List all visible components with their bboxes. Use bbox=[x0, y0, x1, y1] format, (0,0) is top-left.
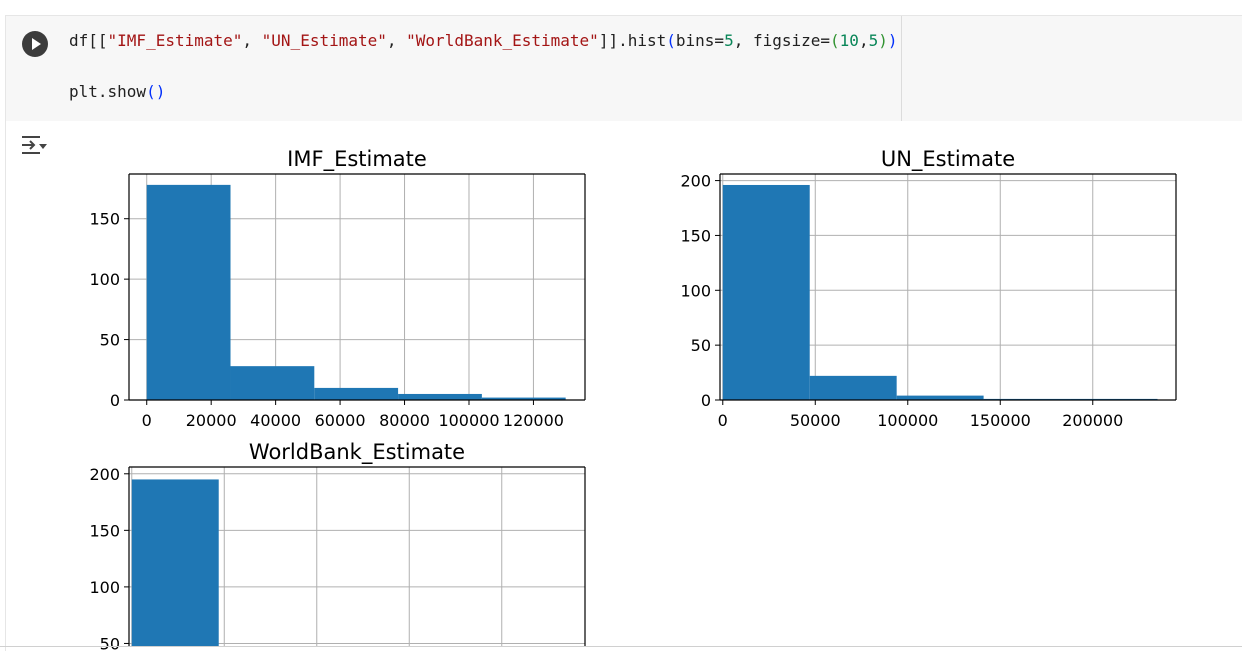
code-number: 10 bbox=[839, 31, 859, 50]
editor-ruler bbox=[901, 16, 902, 121]
histogram-bar bbox=[481, 397, 566, 400]
subplot-IMF_Estimate: IMF_Estimate 0 50 100 150 0 20000 40000 60000 800… bbox=[89, 147, 586, 430]
code-line-1: df[["IMF_Estimate", "UN_Estimate", "Worl… bbox=[69, 31, 898, 50]
code-string: "IMF_Estimate" bbox=[107, 31, 243, 50]
code-token: plt.show bbox=[69, 82, 147, 101]
code-paren: ( bbox=[830, 31, 840, 50]
histogram-bar bbox=[146, 184, 231, 400]
y-tick-label: 50 bbox=[691, 336, 711, 355]
code-string: "UN_Estimate" bbox=[261, 31, 387, 50]
code-number: 5 bbox=[724, 31, 734, 50]
y-tick-label: 150 bbox=[89, 210, 120, 229]
code-token: , figsize= bbox=[733, 31, 831, 50]
y-tick-label: 200 bbox=[680, 172, 711, 191]
histogram-bar bbox=[722, 184, 810, 400]
histogram-bar bbox=[809, 375, 897, 400]
code-line-2: plt.show() bbox=[69, 82, 165, 101]
chart-title: IMF_Estimate bbox=[287, 147, 427, 172]
y-tick-label: 100 bbox=[680, 281, 711, 300]
code-token: , bbox=[242, 31, 262, 50]
y-tick-label: 200 bbox=[89, 465, 120, 484]
code-editor[interactable]: df[["IMF_Estimate", "UN_Estimate", "Worl… bbox=[61, 16, 1242, 121]
chart-title: WorldBank_Estimate bbox=[249, 440, 465, 465]
histogram-bar bbox=[314, 387, 399, 400]
code-token: , bbox=[386, 31, 407, 50]
cell-gutter bbox=[6, 16, 61, 121]
x-tick-label: 0 bbox=[142, 411, 152, 430]
code-paren: ( bbox=[666, 31, 676, 50]
y-tick-label: 0 bbox=[110, 391, 120, 410]
x-tick-label: 150000 bbox=[970, 411, 1031, 430]
output-toggle-button[interactable] bbox=[19, 133, 47, 163]
code-token: ]].hist bbox=[598, 31, 667, 50]
histogram-bar bbox=[230, 366, 315, 400]
code-paren: () bbox=[146, 82, 166, 101]
y-tick-label: 50 bbox=[100, 634, 120, 650]
code-number: 5 bbox=[868, 31, 879, 50]
y-tick-label: 100 bbox=[89, 578, 120, 597]
x-tick-label: 40000 bbox=[250, 411, 301, 430]
y-tick-label: 100 bbox=[89, 270, 120, 289]
code-paren: ) bbox=[878, 31, 888, 50]
x-tick-label: 200000 bbox=[1062, 411, 1123, 430]
x-tick-label: 100000 bbox=[438, 411, 499, 430]
y-tick-label: 50 bbox=[100, 331, 120, 350]
y-tick-label: 0 bbox=[701, 391, 711, 410]
code-token: , bbox=[858, 31, 869, 50]
x-tick-label: 0 bbox=[718, 411, 728, 430]
output-toggle-icon bbox=[22, 136, 47, 154]
histogram-bar bbox=[131, 479, 219, 646]
code-string: "WorldBank_Estimate" bbox=[406, 31, 599, 50]
run-cell-button[interactable] bbox=[22, 31, 48, 57]
y-tick-label: 150 bbox=[89, 521, 120, 540]
play-circle-icon bbox=[32, 38, 41, 50]
code-paren: ) bbox=[887, 31, 898, 50]
x-tick-label: 120000 bbox=[503, 411, 564, 430]
x-tick-label: 60000 bbox=[315, 411, 366, 430]
code-token: df[[ bbox=[69, 31, 108, 50]
x-tick-label: 20000 bbox=[186, 411, 237, 430]
code-token: bins= bbox=[675, 31, 725, 50]
histogram-bar bbox=[896, 395, 984, 400]
subplot-UN_Estimate: UN_Estimate 0 50 100 150 200 0 50000 100000 15000… bbox=[680, 147, 1177, 430]
x-tick-label: 80000 bbox=[379, 411, 430, 430]
chart-title: UN_Estimate bbox=[881, 147, 1015, 172]
divider bbox=[0, 646, 1242, 647]
y-tick-label: 150 bbox=[680, 226, 711, 245]
subplot-WorldBank_Estimate: WorldBank_Estimate 50 100 150 200 bbox=[89, 440, 586, 650]
x-tick-label: 50000 bbox=[790, 411, 841, 430]
x-tick-label: 100000 bbox=[877, 411, 938, 430]
histogram-bar bbox=[398, 393, 482, 400]
